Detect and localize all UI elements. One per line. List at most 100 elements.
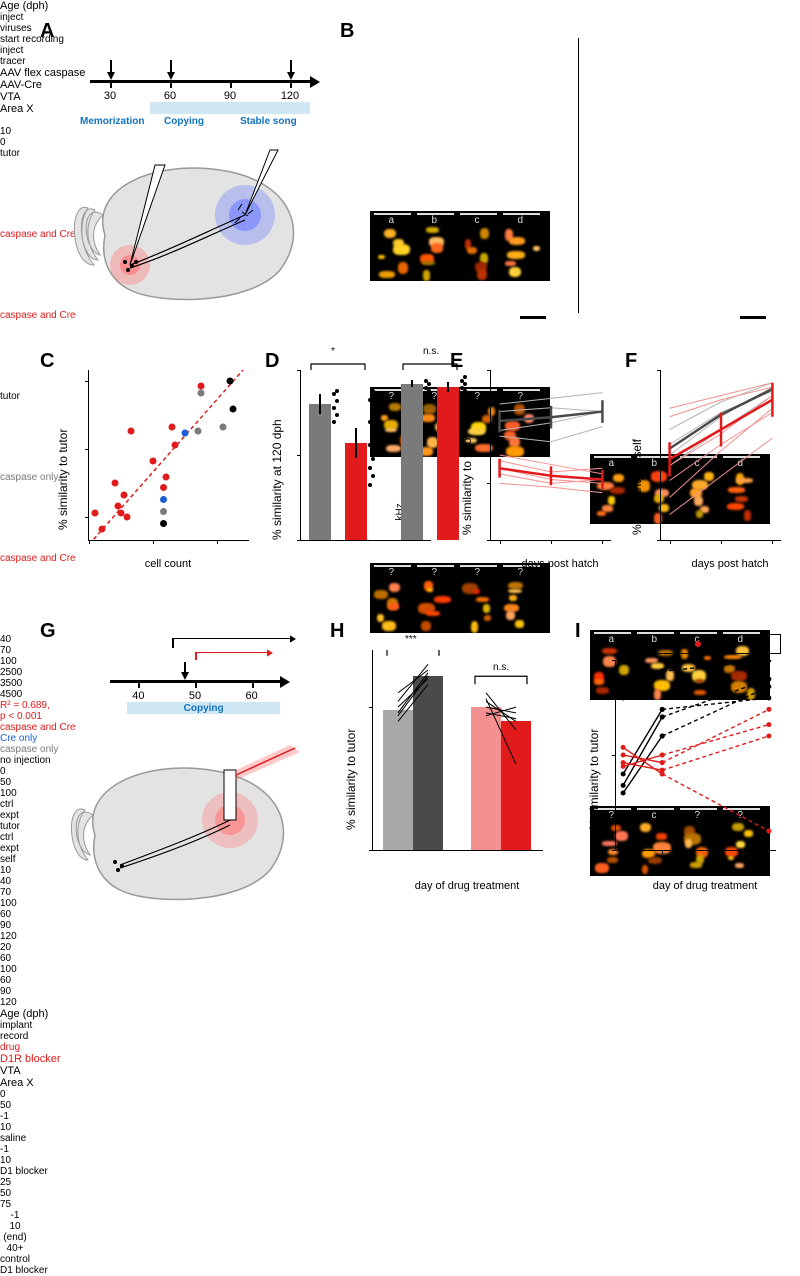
- bar: [401, 384, 423, 540]
- event-label: injecttracer: [0, 45, 70, 67]
- x-axis-label: day of drug treatment: [625, 880, 785, 892]
- x-axis-label: days post hatch: [670, 558, 790, 570]
- scatter-point: [172, 441, 179, 448]
- panel-label-I: I: [575, 620, 581, 643]
- event-arrowhead: [107, 72, 115, 80]
- scatter-point: [182, 430, 189, 437]
- scatter-point: [111, 480, 118, 487]
- y-axis-label: % similarity to tutor: [344, 729, 358, 830]
- y-axis-label: % similarity to tutor: [460, 434, 474, 535]
- scatter-point: [226, 378, 233, 385]
- tick-label: 30: [95, 90, 125, 102]
- region-label: Area X: [0, 1077, 800, 1089]
- tick-label: 10(end): [0, 1221, 30, 1243]
- line-chart: [660, 370, 781, 541]
- tick: [195, 680, 197, 688]
- event-label: drug: [0, 1042, 800, 1053]
- scatter-point: [150, 457, 157, 464]
- scatter-point: [194, 428, 201, 435]
- tick-label: 90: [0, 986, 800, 997]
- separator: [578, 38, 579, 313]
- panel-label-B: B: [340, 20, 354, 43]
- event-label: implant: [0, 1020, 800, 1031]
- scatter-point: [169, 423, 176, 430]
- pipette-label: D1R blocker: [0, 1053, 800, 1065]
- tick-label: 120: [0, 997, 800, 1008]
- panel-label-F: F: [625, 350, 637, 373]
- legend-swatch: [160, 496, 167, 503]
- y-axis-label: % similarity at 120 dph: [270, 419, 284, 540]
- line-chart: [615, 660, 776, 851]
- bar-chart: ***n.s.: [372, 650, 543, 851]
- bar-label: -1: [0, 1111, 800, 1122]
- panel-label-C: C: [40, 350, 54, 373]
- scale-bar: [740, 316, 766, 319]
- tick-label: 60: [0, 953, 800, 964]
- event-label: start recording: [0, 34, 70, 45]
- legend-box: [619, 634, 781, 654]
- x-axis-label: day of drug treatment: [382, 880, 552, 892]
- timeline-arrow: [280, 676, 290, 688]
- bar-label: 10: [0, 1155, 800, 1166]
- tick-label: 100: [0, 964, 800, 975]
- tick: [110, 80, 112, 88]
- tick-label: 120: [0, 931, 800, 942]
- scatter-point: [92, 509, 99, 516]
- scatter-point: [230, 405, 237, 412]
- legend-label: control: [0, 1254, 800, 1265]
- tick-label: 25: [0, 1177, 800, 1188]
- y-axis-label: % similarity to tutor: [56, 429, 70, 530]
- bar-label: -1: [0, 1144, 800, 1155]
- x-axis-label: cell count: [118, 558, 218, 570]
- timeline-arrow: [310, 76, 320, 88]
- tick-label: 60: [155, 90, 185, 102]
- phase-label: Copying: [164, 116, 244, 127]
- tick: [290, 80, 292, 88]
- panel-label-D: D: [265, 350, 279, 373]
- spectrogram: ????: [370, 563, 550, 633]
- bar: [437, 387, 459, 540]
- scatter-point: [220, 423, 227, 430]
- scatter-point: [198, 389, 205, 396]
- phase-label: Stable song: [240, 116, 320, 127]
- tick-label: 75: [0, 1199, 800, 1210]
- y-axis-label: % similarity to self: [630, 439, 644, 535]
- tick-label: 60: [0, 975, 800, 986]
- brain-diagram: [70, 140, 320, 310]
- tick-label: 90: [215, 90, 245, 102]
- y-axis-label: % similarity to tutor: [587, 729, 601, 830]
- scatter-chart: [88, 370, 249, 541]
- tick-label: 40: [123, 690, 153, 702]
- group-label: saline: [0, 1133, 800, 1144]
- tick-label: 90: [0, 920, 800, 931]
- scatter-point: [121, 491, 128, 498]
- group-label: D1 blocker: [0, 1166, 800, 1177]
- legend-label: D1 blocker: [0, 1265, 800, 1276]
- tick: [230, 80, 232, 88]
- event-arrowhead: [167, 72, 175, 80]
- brain-diagram: [60, 740, 310, 910]
- bar: [309, 404, 331, 540]
- scatter-point: [124, 514, 131, 521]
- panel-label-G: G: [40, 620, 56, 643]
- phase-label: Copying: [184, 703, 224, 714]
- region-label: VTA: [0, 1065, 800, 1077]
- phase-label: Memorization: [80, 116, 160, 127]
- legend-swatch: [160, 520, 167, 527]
- scatter-point: [98, 525, 105, 532]
- tick-label: -1: [0, 1210, 30, 1221]
- legend-swatch: [160, 508, 167, 515]
- tick: [138, 680, 140, 688]
- tick-label: 50: [0, 1100, 800, 1111]
- panel-label-A: A: [40, 20, 54, 43]
- bar-chart: *n.s.: [300, 370, 431, 541]
- bar-label: 10: [0, 1122, 800, 1133]
- tick-label: 40+: [0, 1243, 30, 1254]
- phase-bar: [150, 102, 310, 114]
- tick-label: 20: [0, 942, 800, 953]
- scatter-point: [162, 473, 169, 480]
- tick-label: 0: [0, 1089, 800, 1100]
- tick-label: 60: [0, 909, 800, 920]
- tick: [170, 80, 172, 88]
- line-chart: [490, 370, 611, 541]
